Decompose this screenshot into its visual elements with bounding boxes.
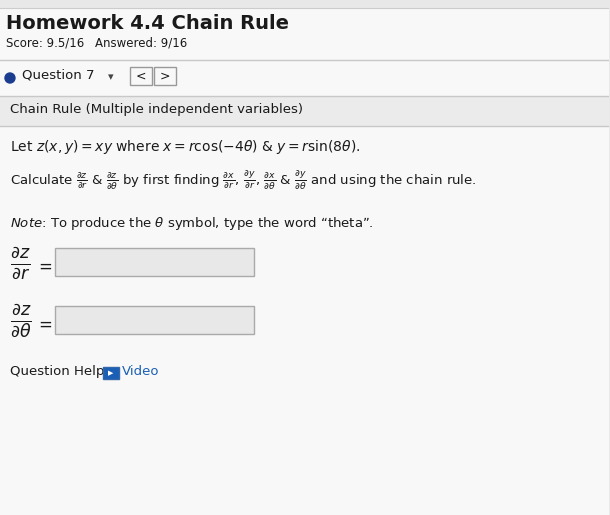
FancyBboxPatch shape	[130, 67, 152, 85]
Circle shape	[5, 73, 15, 83]
Text: Let $z(x, y) = xy$ where $x = r\cos(-4\theta)$ & $y = r\sin(8\theta)$.: Let $z(x, y) = xy$ where $x = r\cos(-4\t…	[10, 138, 361, 156]
Text: Video: Video	[122, 365, 159, 378]
Text: =: =	[38, 316, 52, 334]
Text: ▾: ▾	[108, 72, 113, 82]
FancyBboxPatch shape	[0, 96, 609, 126]
Text: >: >	[159, 70, 170, 82]
Text: ▶: ▶	[108, 370, 113, 376]
Text: Question 7: Question 7	[22, 69, 95, 82]
FancyBboxPatch shape	[55, 248, 254, 276]
Text: $\it{Note}$: To produce the $\theta$ symbol, type the word “theta”.: $\it{Note}$: To produce the $\theta$ sym…	[10, 215, 374, 232]
Text: <: <	[135, 70, 146, 82]
Text: Score: 9.5/16: Score: 9.5/16	[6, 36, 84, 49]
FancyBboxPatch shape	[0, 60, 609, 96]
FancyBboxPatch shape	[102, 367, 119, 379]
FancyBboxPatch shape	[0, 126, 609, 515]
Text: Homework 4.4 Chain Rule: Homework 4.4 Chain Rule	[6, 14, 289, 33]
Text: =: =	[38, 258, 52, 276]
Text: Calculate $\frac{\partial z}{\partial r}$ & $\frac{\partial z}{\partial \theta}$: Calculate $\frac{\partial z}{\partial r}…	[10, 168, 476, 192]
FancyBboxPatch shape	[0, 8, 609, 60]
Text: $\frac{\partial z}{\partial \theta}$: $\frac{\partial z}{\partial \theta}$	[10, 303, 32, 340]
Text: Answered: 9/16: Answered: 9/16	[95, 36, 187, 49]
Text: $\frac{\partial z}{\partial r}$: $\frac{\partial z}{\partial r}$	[10, 245, 30, 281]
Text: Question Help:: Question Help:	[10, 365, 113, 378]
FancyBboxPatch shape	[154, 67, 176, 85]
Text: Chain Rule (Multiple independent variables): Chain Rule (Multiple independent variabl…	[10, 103, 303, 116]
FancyBboxPatch shape	[55, 306, 254, 334]
